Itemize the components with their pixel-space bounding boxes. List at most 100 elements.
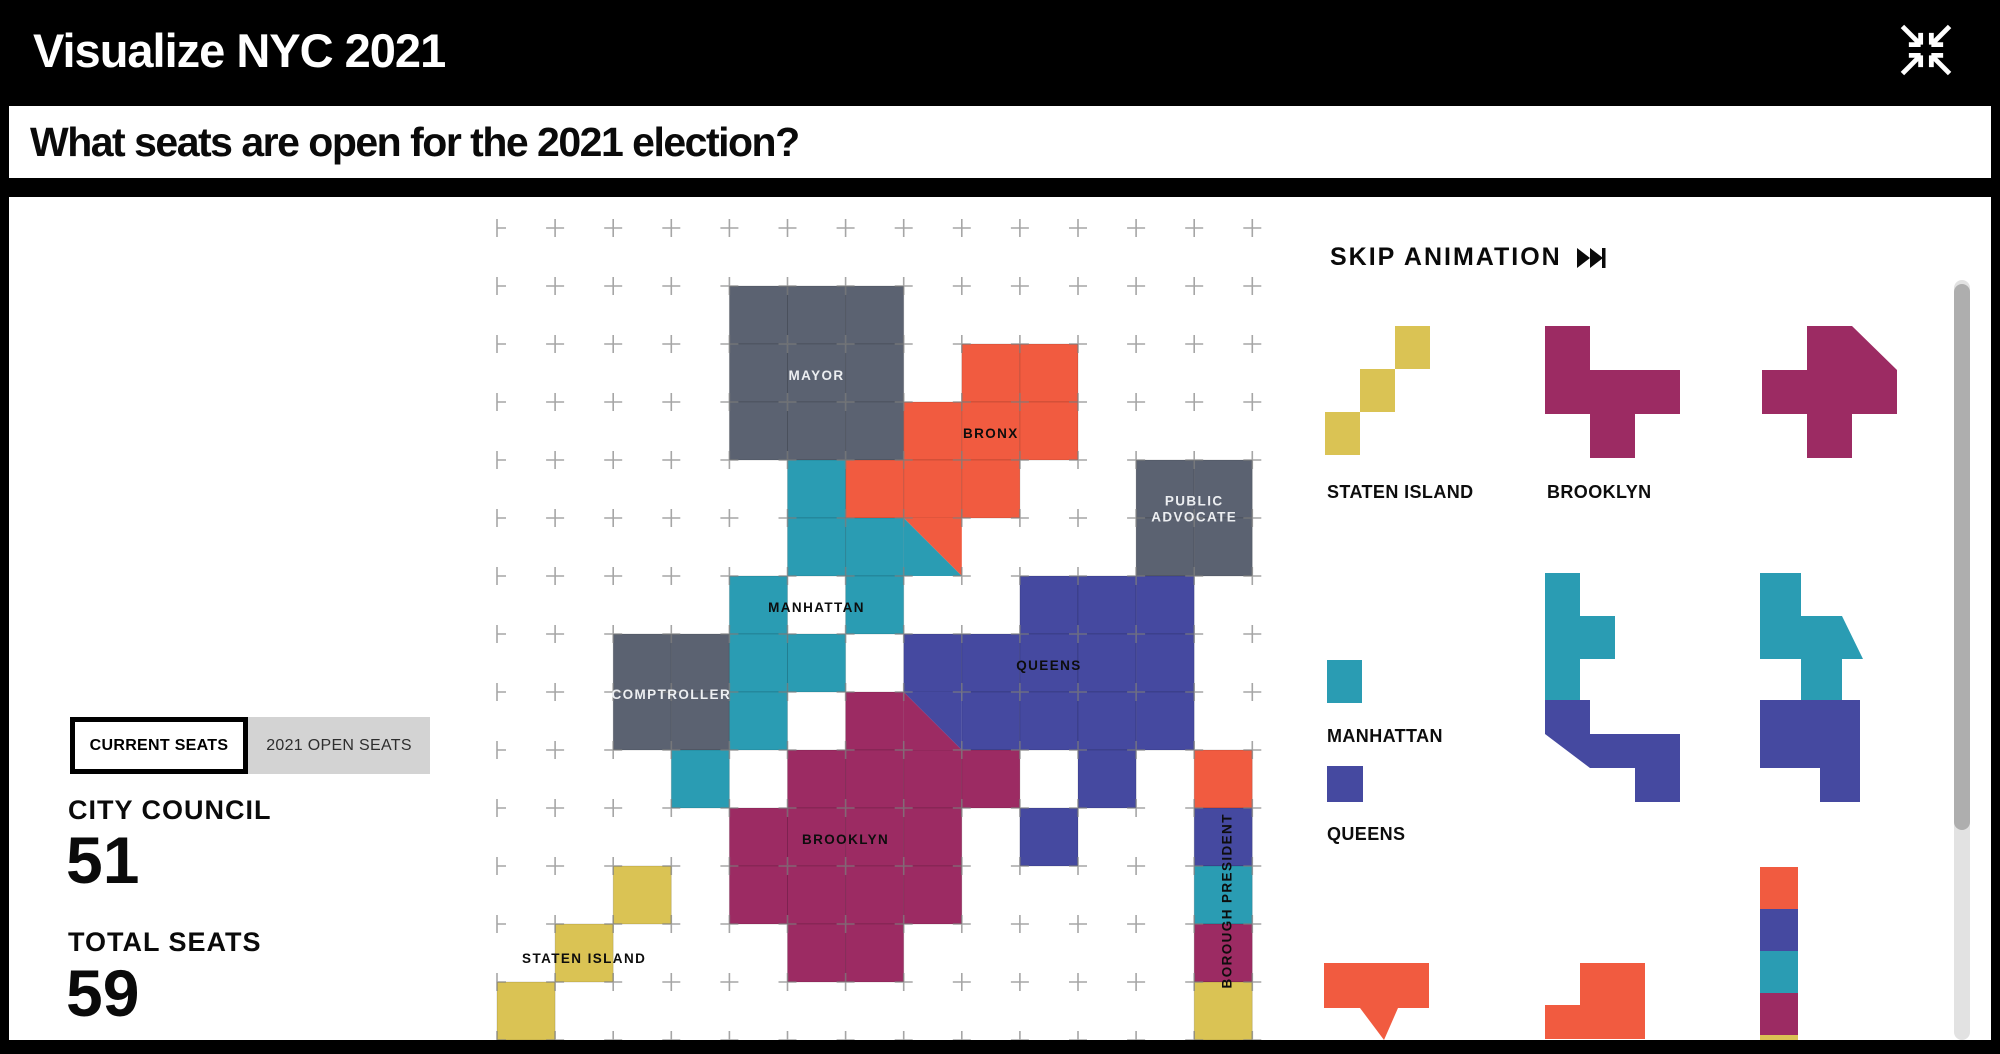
map-cell-brooklyn [787, 807, 847, 867]
map-cell-mayor [728, 343, 789, 403]
map-cell-queens [1135, 633, 1195, 693]
map-cell-brooklyn [787, 923, 847, 983]
map-cell-brooklyn [961, 749, 1021, 809]
map-label-manhattan: MANHATTAN [768, 600, 865, 615]
thumb-queens-step-3 [1760, 700, 1860, 802]
toggle-2021-open-seats[interactable]: 2021 OPEN SEATS [248, 717, 430, 774]
map-cell-public-advocate [1135, 517, 1195, 577]
map-cell-bronx [845, 459, 905, 519]
map-triangle-lower [903, 518, 962, 576]
map-cell-manhattan [845, 517, 905, 577]
fast-forward-icon [1576, 247, 1606, 268]
map-cell-manhattan [787, 459, 847, 519]
collapse-icon [1900, 24, 1952, 76]
map-cell-public-advocate [1193, 459, 1253, 519]
map-label-brooklyn: BROOKLYN [802, 832, 889, 847]
skip-animation-button[interactable]: SKIP ANIMATION [1330, 243, 1606, 272]
map-cell-manhattan [670, 749, 730, 809]
map-cell-queens [1135, 575, 1195, 635]
map-label-staten-island: STATEN ISLAND [522, 951, 646, 966]
map-label-borough-president: BOROUGH PRESIDENT [1219, 813, 1234, 988]
map-cell-queens [1077, 691, 1137, 751]
map-cell-comptroller [670, 633, 730, 693]
map-label-queens: QUEENS [1016, 658, 1081, 673]
thumb-label-manhattan: MANHATTAN [1327, 726, 1443, 746]
frame-border-right [1991, 100, 2000, 1054]
thumb-manhattan-step-2 [1545, 573, 1615, 702]
map-cell-queens [1077, 749, 1137, 809]
map-cell-bronx [903, 459, 963, 519]
map-cell-brooklyn [845, 807, 905, 867]
thumb-manhattan-step-3 [1760, 573, 1863, 702]
map-label-public-advocate: PUBLIC ADVOCATE [1151, 493, 1237, 524]
seats-toggle: CURRENT SEATS 2021 OPEN SEATS [70, 717, 430, 774]
map-cell-manhattan [728, 691, 789, 751]
map-cell-manhattan [728, 633, 789, 693]
map-label-comptroller: COMPTROLLER [611, 687, 731, 702]
map-cell-staten-island [496, 981, 556, 1041]
map-cell-brooklyn [903, 749, 963, 809]
map-cell-brooklyn [903, 807, 963, 867]
thumb-queens-step-2 [1545, 700, 1680, 802]
map-cell-mayor [728, 285, 789, 345]
map-cell-brooklyn [903, 865, 963, 925]
toggle-current-seats[interactable]: CURRENT SEATS [70, 717, 248, 774]
map-cell-manhattan [787, 517, 847, 577]
map-cell-bronx [961, 401, 1021, 461]
map-cell-mayor [845, 285, 905, 345]
city-council-value: 51 [66, 823, 140, 897]
grid-crosses [496, 219, 1262, 1049]
map-cell-brooklyn [845, 749, 905, 809]
map-label-bronx: BRONX [963, 426, 1019, 441]
map-cell-mayor [787, 285, 847, 345]
map-cell-queens [1019, 807, 1079, 867]
total-seats-value: 59 [66, 956, 140, 1030]
map-cell-mayor [787, 401, 847, 461]
thumb-brooklyn-step-2 [1762, 326, 1897, 458]
map-cell-mayor [728, 401, 789, 461]
map-cell-brooklyn [845, 923, 905, 983]
map-cell-bronx [1019, 343, 1079, 403]
map-cell-manhattan [787, 633, 847, 693]
skip-animation-label: SKIP ANIMATION [1330, 243, 1562, 271]
map-cell-brooklyn [728, 865, 789, 925]
thumb-label-brooklyn: BROOKLYN [1547, 482, 1652, 502]
thumb-label-staten-island: STATEN ISLAND [1327, 482, 1474, 502]
title-bar: Visualize NYC 2021 [0, 0, 2000, 100]
app-title: Visualize NYC 2021 [33, 23, 446, 77]
map-cell-manhattan [845, 575, 905, 635]
map-cell-borough-president [1193, 865, 1253, 925]
thumb-borough-president-stack-magenta [1760, 993, 1798, 1035]
thumb-bronx-step-1 [1324, 963, 1429, 1040]
map-cell-bronx [1019, 401, 1079, 461]
map-triangle-lower [903, 692, 962, 750]
main-content-area [9, 197, 1991, 1040]
scrollbar-thumb[interactable] [1954, 284, 1970, 830]
thumb-brooklyn-step-1 [1545, 326, 1680, 458]
question-box: What seats are open for the 2021 electio… [9, 106, 1991, 178]
thumb-queens-step-1 [1327, 766, 1363, 802]
map-cell-queens [1135, 691, 1195, 751]
map-cell-queens [1019, 691, 1079, 751]
map-cell-public-advocate [1135, 459, 1195, 519]
city-council-label: CITY COUNCIL [68, 795, 272, 825]
frame-border-left [0, 100, 9, 1054]
map-cell-queens [1077, 633, 1137, 693]
map-cell-staten-island [612, 865, 672, 925]
map-cell-mayor [787, 343, 847, 403]
thumb-borough-president-stack-orange [1760, 867, 1798, 909]
thumb-manhattan-step-1 [1327, 660, 1362, 703]
collapse-button[interactable] [1896, 20, 1956, 80]
question-bar: What seats are open for the 2021 electio… [0, 100, 2000, 197]
map-cell-bronx [903, 401, 963, 461]
map-cell-bronx [961, 343, 1021, 403]
map-cell-borough-president [1193, 981, 1253, 1041]
thumb-borough-president-stack-indigo [1760, 909, 1798, 951]
scrollbar-track[interactable] [1954, 280, 1970, 1040]
thumb-bronx-step-2 [1545, 963, 1645, 1039]
total-seats-label: TOTAL SEATS [68, 927, 262, 957]
map-cell-brooklyn [787, 865, 847, 925]
map-cell-public-advocate [1193, 517, 1253, 577]
map-cell-queens [903, 633, 963, 693]
